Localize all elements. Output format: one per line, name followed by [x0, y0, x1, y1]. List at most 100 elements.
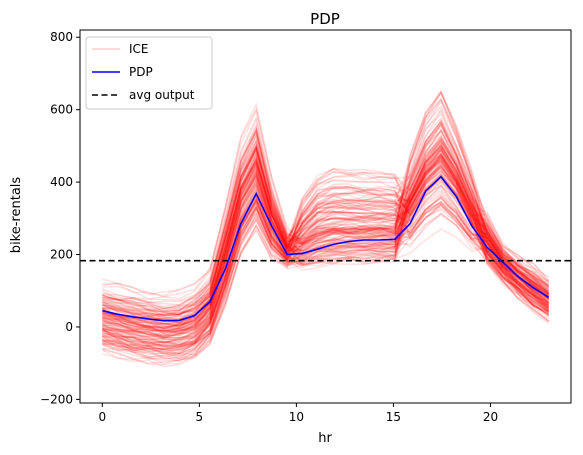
ice-line: [102, 127, 550, 312]
ice-line: [102, 105, 550, 337]
ice-line: [101, 130, 549, 346]
ice-line: [102, 169, 550, 360]
ice-line: [102, 138, 550, 317]
ice-line: [102, 202, 550, 355]
ice-line: [102, 153, 550, 351]
ice-line: [102, 202, 550, 355]
ice-line: [102, 145, 550, 316]
ice-line: [102, 157, 550, 346]
ice-line: [102, 119, 550, 316]
ice-line: [102, 206, 550, 353]
ice-line: [102, 182, 550, 340]
ice-line: [102, 149, 550, 343]
ice-line: [102, 156, 550, 357]
ice-line: [102, 162, 550, 338]
ice-line: [102, 173, 550, 358]
ice-line: [101, 177, 550, 348]
ice-line: [102, 184, 550, 344]
ice-line: [102, 146, 550, 333]
ice-line: [102, 152, 550, 324]
ice-line: [102, 138, 550, 348]
ice-line: [102, 119, 550, 324]
ice-line: [102, 159, 550, 329]
ice-line: [102, 97, 550, 300]
ice-line: [102, 168, 550, 332]
ice-line: [102, 157, 550, 328]
ice-line: [102, 164, 550, 336]
ice-line: [102, 158, 550, 331]
ice-line: [101, 158, 550, 328]
ice-line: [102, 155, 549, 354]
ice-line: [102, 145, 550, 352]
ice-line: [102, 150, 550, 339]
ice-line: [102, 122, 550, 320]
ice-line: [102, 171, 550, 334]
ice-line: [102, 160, 550, 325]
ice-line: [102, 97, 550, 321]
ice-line: [102, 160, 549, 344]
plot-series: [80, 89, 571, 368]
ice-line: [102, 133, 550, 310]
ice-line: [102, 179, 550, 347]
ice-line: [102, 174, 550, 335]
axes-frame: [79, 29, 572, 404]
ice-line: [102, 163, 550, 333]
ice-line: [102, 139, 550, 317]
x-tick-label: 5: [196, 410, 204, 424]
ice-line: [102, 107, 550, 296]
chart-title: PDP: [310, 10, 340, 28]
ice-line: [102, 165, 550, 327]
ice-line: [102, 153, 550, 330]
ice-line: [102, 154, 550, 363]
ice-line: [102, 140, 550, 349]
ice-line: [101, 142, 550, 327]
ice-line: [101, 129, 550, 321]
ice-line: [102, 146, 550, 317]
x-axis-label: hr: [318, 431, 332, 446]
legend: ICE PDP avg output: [85, 36, 213, 110]
ice-line: [102, 90, 550, 330]
ice-line: [101, 123, 550, 308]
ice-line: [102, 154, 550, 343]
ice-line: [102, 167, 550, 352]
ice-line: [102, 161, 550, 329]
ice-line: [102, 126, 550, 309]
y-axis-label: bike-rentals: [9, 177, 24, 254]
ice-line: [102, 151, 550, 360]
y-tick-label: 400: [50, 175, 73, 189]
ice-line: [102, 148, 550, 350]
ice-line: [102, 157, 550, 329]
axis-ticks: 0 5 10 15 20 −200 0 200 400 600 800: [40, 30, 498, 424]
ice-line: [102, 146, 550, 328]
ice-line: [102, 139, 550, 333]
ice-line: [101, 116, 550, 318]
ice-line: [102, 157, 550, 351]
ice-line: [102, 133, 550, 312]
ice-line: [101, 154, 550, 326]
ice-line: [102, 160, 550, 330]
ice-line: [102, 119, 550, 335]
ice-line: [102, 129, 550, 309]
ice-line: [102, 169, 550, 333]
ice-line: [102, 166, 550, 338]
ice-line: [102, 143, 550, 340]
ice-line: [102, 107, 550, 335]
legend-box: [85, 36, 213, 110]
ice-line: [102, 170, 550, 355]
ice-line: [102, 187, 550, 344]
ice-line: [102, 102, 550, 297]
ice-line: [102, 90, 550, 318]
ice-line: [101, 120, 550, 332]
ice-line: [102, 139, 550, 315]
y-tick-label: 200: [50, 248, 73, 262]
ice-line: [101, 155, 550, 339]
ice-line: [102, 145, 550, 319]
ice-line: [102, 155, 550, 327]
x-tick-label: 15: [386, 410, 401, 424]
ice-line: [102, 164, 549, 350]
plot-area: [80, 89, 571, 368]
ice-line: [102, 166, 550, 334]
ice-line: [101, 160, 550, 345]
ice-line: [101, 166, 550, 348]
